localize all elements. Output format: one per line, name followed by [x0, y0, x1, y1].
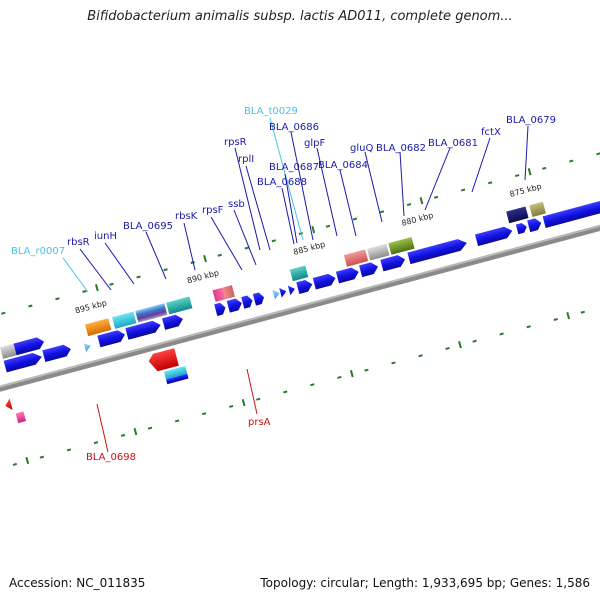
gene-feature[interactable]	[506, 206, 529, 224]
gene-label[interactable]: gluQ	[350, 143, 373, 154]
gene-feature[interactable]	[241, 295, 254, 309]
gene-label[interactable]: glpF	[304, 138, 325, 149]
scale-label: 885 kbp	[292, 240, 326, 257]
gene-feature[interactable]	[343, 249, 369, 267]
scale-label: 875 kbp	[509, 182, 543, 199]
gene-label[interactable]: fctX	[481, 127, 501, 138]
gene-feature[interactable]	[296, 278, 314, 294]
gene-label[interactable]: rbsR	[67, 237, 90, 248]
gene-label[interactable]: prsA	[248, 417, 271, 428]
label-leader-lines	[62, 117, 529, 453]
gene-label[interactable]: rplI	[238, 154, 254, 165]
gene-feature[interactable]	[83, 342, 92, 353]
gene-feature[interactable]	[112, 311, 137, 329]
gene-feature[interactable]	[125, 319, 162, 340]
gene-feature[interactable]	[163, 365, 188, 380]
gene-feature[interactable]	[252, 291, 266, 306]
gene-feature[interactable]	[388, 236, 415, 255]
gene-feature[interactable]	[212, 285, 235, 302]
forward-rna-track	[0, 201, 546, 359]
gene-label[interactable]: BLA_0686	[269, 122, 319, 133]
gene-label[interactable]: BLA_r0007	[11, 246, 65, 257]
map-title: Bifidobacterium animalis subsp. lactis A…	[87, 9, 513, 24]
gene-feature[interactable]	[3, 351, 44, 373]
gene-feature[interactable]	[15, 411, 26, 424]
gene-feature[interactable]	[359, 261, 379, 278]
gene-label[interactable]: BLA_0684	[318, 160, 368, 171]
gene-feature[interactable]	[4, 398, 13, 412]
gene-feature[interactable]	[42, 343, 72, 363]
gene-feature[interactable]	[13, 336, 46, 356]
gene-label[interactable]: BLA_0698	[86, 452, 136, 463]
scale-label: 890 kbp	[186, 268, 220, 285]
gene-feature[interactable]	[135, 303, 168, 323]
gene-feature[interactable]	[542, 198, 600, 228]
gene-feature[interactable]	[214, 302, 227, 316]
scale-label: 895 kbp	[74, 298, 108, 315]
gene-feature[interactable]	[97, 329, 126, 348]
gene-feature[interactable]	[527, 217, 543, 233]
gene-feature[interactable]	[272, 288, 280, 300]
gene-feature[interactable]	[0, 343, 17, 359]
gene-feature[interactable]	[380, 254, 406, 272]
gene-feature[interactable]	[85, 318, 112, 337]
gene-feature[interactable]	[166, 296, 193, 315]
gene-feature[interactable]	[407, 237, 468, 265]
gene-label[interactable]: ssb	[228, 199, 245, 210]
gene-labels: BLA_r0007 rbsR iunH BLA_0695 rbsK rpsF s…	[11, 106, 556, 463]
gene-feature[interactable]	[367, 243, 390, 261]
reverse-feature-track	[4, 348, 189, 424]
gene-label[interactable]: rpsR	[224, 137, 247, 148]
gene-label[interactable]: BLA_t0029	[244, 106, 298, 117]
gene-feature[interactable]	[515, 222, 528, 235]
gene-label[interactable]: BLA_0695	[123, 221, 173, 232]
forward-cds-track	[3, 198, 600, 373]
gene-feature[interactable]	[475, 225, 514, 247]
gene-label[interactable]: rbsK	[175, 211, 198, 222]
tick-row-bottom	[12, 310, 585, 466]
gene-feature[interactable]	[287, 284, 296, 296]
gene-feature[interactable]	[289, 265, 309, 282]
gene-label[interactable]: BLA_0681	[428, 138, 478, 149]
gene-label[interactable]: BLA_0682	[376, 143, 426, 154]
gene-feature[interactable]	[335, 266, 360, 284]
scale-label: 880 kbp	[401, 211, 435, 228]
gene-label[interactable]: rpsF	[202, 205, 224, 216]
accession-text: Accession: NC_011835	[9, 576, 146, 590]
gene-feature[interactable]	[165, 373, 189, 385]
gene-feature[interactable]	[279, 286, 287, 298]
gene-label[interactable]: BLA_0688	[257, 177, 307, 188]
gene-label[interactable]: iunH	[94, 231, 117, 242]
gene-label[interactable]: BLA_0687	[269, 162, 319, 173]
gene-feature[interactable]	[312, 272, 337, 290]
gene-feature[interactable]	[226, 297, 244, 313]
gene-feature[interactable]	[162, 313, 184, 330]
topology-text: Topology: circular; Length: 1,933,695 bp…	[260, 576, 590, 590]
gene-feature[interactable]	[147, 348, 179, 373]
gene-feature[interactable]	[529, 201, 546, 218]
gene-label[interactable]: BLA_0679	[506, 115, 556, 126]
